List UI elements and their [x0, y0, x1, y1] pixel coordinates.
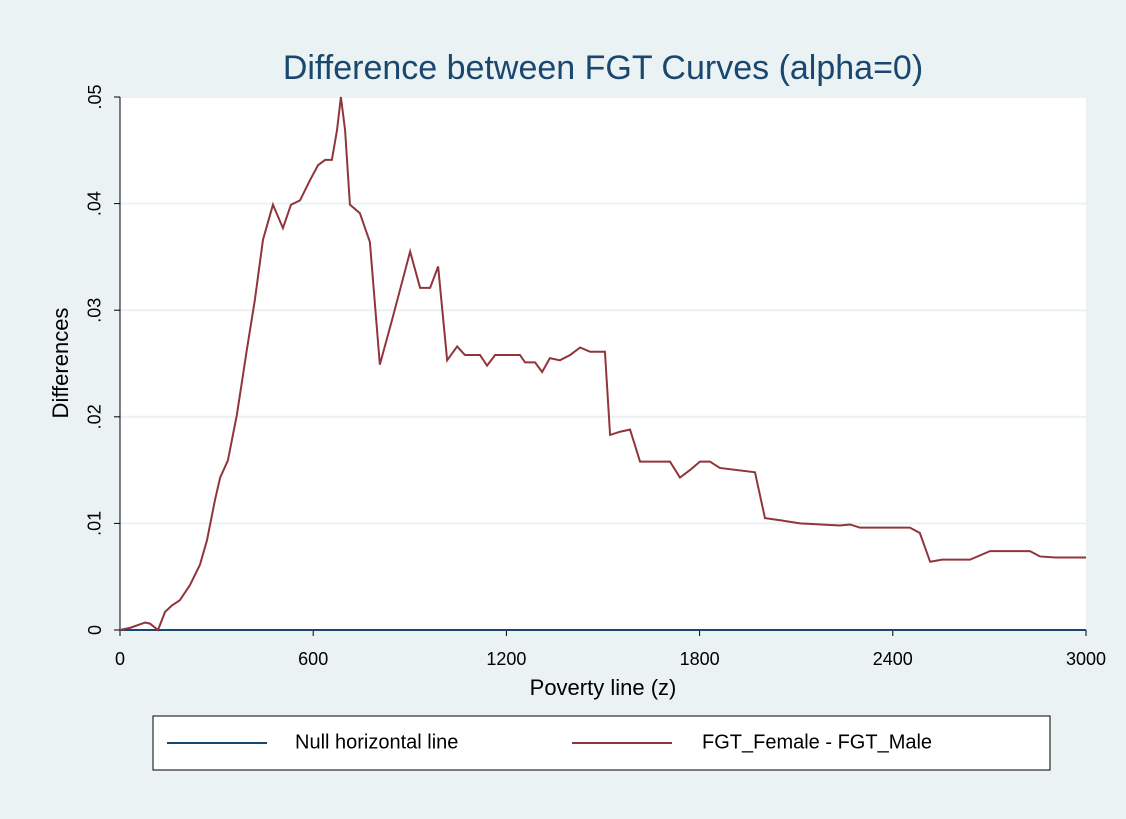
series-line [119, 96, 1086, 632]
legend-label: FGT_Female - FGT_Male [702, 731, 932, 753]
y-tick-label: .05 [85, 84, 105, 109]
legend-label: Null horizontal line [295, 731, 458, 753]
x-tick-label: 1200 [486, 649, 526, 669]
x-tick-label: 1800 [680, 649, 720, 669]
y-tick-label: .04 [85, 191, 105, 216]
x-tick-label: 3000 [1066, 649, 1106, 669]
plot-area [120, 97, 1086, 630]
x-tick-label: 600 [298, 649, 328, 669]
y-axis-label: Differences [48, 308, 73, 419]
y-tick-label: .01 [85, 511, 105, 536]
x-axis-label: Poverty line (z) [530, 675, 677, 700]
x-tick-label: 2400 [873, 649, 913, 669]
y-tick-label: .02 [85, 404, 105, 429]
y-tick-label: 0 [85, 625, 105, 635]
x-tick-label: 0 [115, 649, 125, 669]
y-tick-label: .03 [85, 298, 105, 323]
chart-title: Difference between FGT Curves (alpha=0) [283, 49, 923, 87]
